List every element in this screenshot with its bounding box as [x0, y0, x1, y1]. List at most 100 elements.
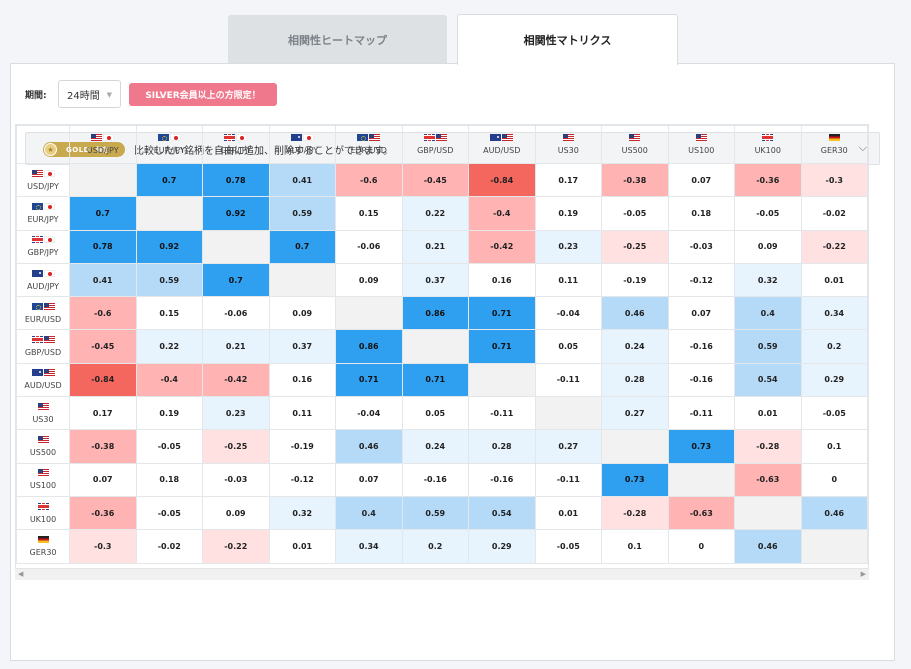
- flag-icon: [357, 134, 381, 142]
- flag-icon: [629, 134, 641, 142]
- correlation-matrix: USD/JPY EUR/JPY GBP/JPY AUD/JPY EUR/USD GBP/U…: [15, 124, 869, 580]
- matrix-cell: 0.2: [401, 529, 469, 564]
- matrix-cell: -0.42: [468, 229, 536, 264]
- matrix-cell: 0.7: [69, 196, 137, 231]
- tab-heatmap[interactable]: 相関性ヒートマップ: [228, 15, 447, 64]
- us-flag-icon: [502, 134, 514, 141]
- jp-flag-icon: [43, 236, 55, 244]
- row-header: GBP/JPY: [16, 229, 70, 264]
- matrix-cell: -0.84: [468, 162, 536, 198]
- table-row: AUD/USD -0.84 -0.4 -0.42 0.16 0.71 0.71 -0.11 0.…: [16, 362, 868, 398]
- matrix-cell: 0.15: [135, 296, 203, 331]
- matrix-cell: 0.05: [534, 329, 602, 364]
- matrix-cell: -0.12: [667, 262, 735, 298]
- us-flag-icon: [37, 436, 49, 444]
- matrix-cell: 0.18: [667, 196, 735, 231]
- matrix-cell: 0.07: [335, 462, 403, 497]
- matrix-cell: 0.78: [69, 229, 137, 264]
- matrix-cell: 0.28: [601, 362, 669, 398]
- us-flag-icon: [562, 134, 574, 141]
- matrix-cell: -0.04: [335, 396, 403, 431]
- matrix-cell: 0.29: [800, 362, 868, 398]
- column-header: EUR/JPY: [135, 125, 203, 164]
- tab-matrix[interactable]: 相関性マトリクス: [457, 14, 678, 65]
- matrix-cell: 0.71: [468, 296, 536, 331]
- matrix-cell: -0.36: [734, 162, 802, 198]
- matrix-cell: 0.59: [401, 495, 469, 531]
- us-flag-icon: [43, 302, 55, 310]
- us-flag-icon: [31, 169, 43, 177]
- table-row: GBP/USD -0.45 0.22 0.21 0.37 0.86 0.71 0.05 0.24…: [16, 329, 868, 364]
- au-flag-icon: [290, 134, 302, 141]
- column-header: US100: [667, 125, 735, 164]
- row-header-label: EUR/JPY: [27, 214, 59, 224]
- period-value: 24時間: [67, 90, 100, 102]
- matrix-cell: 0.17: [534, 162, 602, 198]
- jp-flag-icon: [43, 169, 55, 177]
- matrix-cell: -0.04: [534, 296, 602, 331]
- matrix-diagonal-cell: [734, 495, 802, 531]
- matrix-cell: -0.05: [534, 529, 602, 564]
- matrix-diagonal-cell: [335, 296, 403, 331]
- matrix-cell: 0.59: [268, 196, 336, 231]
- row-header-label: US100: [29, 481, 57, 491]
- scroll-left-icon[interactable]: ◀: [18, 570, 24, 578]
- matrix-cell: 0.28: [468, 429, 536, 464]
- matrix-cell: 0.59: [734, 329, 802, 364]
- row-header-label: US500: [29, 448, 57, 458]
- horizontal-scrollbar[interactable]: ◀ ▶: [15, 568, 869, 580]
- matrix-diagonal-cell: [135, 196, 203, 231]
- caret-down-icon: ▼: [106, 91, 112, 99]
- matrix-cell: -0.28: [734, 429, 802, 464]
- column-header-label: GBP/USD: [417, 146, 454, 155]
- row-header-label: AUD/JPY: [26, 281, 60, 291]
- matrix-cell: 0.92: [202, 196, 270, 231]
- jp-flag-icon: [43, 202, 55, 210]
- matrix-cell: -0.84: [69, 362, 137, 398]
- column-header: USD/JPY: [69, 125, 137, 164]
- matrix-cell: -0.03: [202, 462, 270, 497]
- row-header: GBP/USD: [16, 329, 70, 364]
- matrix-cell: 0.09: [268, 296, 336, 331]
- row-header: USD/JPY: [16, 162, 70, 198]
- row-header-label: USD/JPY: [27, 181, 59, 191]
- matrix-cell: 0.4: [734, 296, 802, 331]
- matrix-cell: 0.37: [268, 329, 336, 364]
- us-flag-icon: [43, 336, 55, 344]
- flag-icon: [224, 134, 248, 142]
- matrix-cell: 0.07: [667, 162, 735, 198]
- table-row: US500 -0.38 -0.05 -0.25 -0.19 0.46 0.24 0.28 0.2…: [16, 429, 868, 464]
- flag-icon: [37, 535, 49, 544]
- matrix-cell: -0.45: [69, 329, 137, 364]
- period-select[interactable]: 24時間 ▼: [58, 80, 121, 108]
- gb-flag-icon: [31, 236, 43, 244]
- gb-flag-icon: [224, 134, 236, 141]
- row-header: US30: [16, 396, 70, 431]
- matrix-cell: 0.7: [135, 162, 203, 198]
- matrix-cell: -0.19: [601, 262, 669, 298]
- scroll-right-icon[interactable]: ▶: [860, 570, 866, 578]
- matrix-cell: -0.4: [135, 362, 203, 398]
- row-header: UK100: [16, 495, 70, 531]
- matrix-cell: -0.16: [468, 462, 536, 497]
- matrix-cell: -0.6: [69, 296, 137, 331]
- table-row: US100 0.07 0.18 -0.03 -0.12 0.07 -0.16 -0.16 -0.…: [16, 462, 868, 497]
- matrix-cell: -0.11: [534, 362, 602, 398]
- matrix-diagonal-cell: [401, 329, 469, 364]
- column-header-label: GER30: [820, 146, 848, 155]
- matrix-cell: -0.4: [468, 196, 536, 231]
- matrix-cell: 0.17: [69, 396, 137, 431]
- flag-icon: [695, 134, 707, 142]
- flag-icon: [490, 134, 514, 142]
- matrix-cell: -0.16: [401, 462, 469, 497]
- column-header-label: AUD/JPY: [286, 146, 319, 155]
- matrix-cell: 0.41: [268, 162, 336, 198]
- gb-flag-icon: [423, 134, 435, 141]
- silver-member-badge: SILVER会員以上の方限定！: [129, 83, 277, 106]
- flag-icon: [31, 369, 55, 377]
- matrix-diagonal-cell: [468, 362, 536, 398]
- matrix-cell: 0.16: [468, 262, 536, 298]
- column-header: EUR/USD: [335, 125, 403, 164]
- matrix-diagonal-cell: [268, 262, 336, 298]
- flag-icon: [828, 134, 840, 142]
